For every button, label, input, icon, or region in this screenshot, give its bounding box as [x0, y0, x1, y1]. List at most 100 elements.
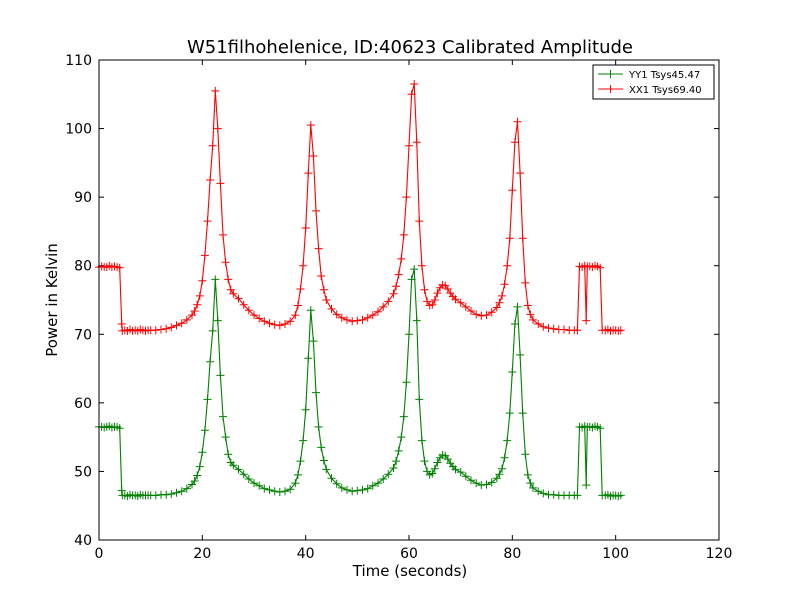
data-point-marker	[461, 472, 470, 481]
data-point-marker	[211, 275, 220, 284]
data-point-marker	[314, 422, 323, 431]
data-point-marker	[275, 488, 284, 496]
data-point-marker	[363, 484, 372, 493]
data-point-marker	[399, 412, 408, 421]
data-point-marker	[420, 457, 429, 466]
data-point-marker	[296, 285, 305, 293]
data-point-marker	[177, 487, 186, 496]
data-point-marker	[188, 311, 196, 320]
data-point-marker	[216, 179, 225, 188]
data-point-marker	[172, 321, 181, 330]
data-point-marker	[503, 436, 512, 445]
data-point-marker	[374, 307, 382, 316]
data-point-marker	[405, 330, 413, 339]
data-point-marker	[492, 474, 501, 483]
ticks: 0 20 40 60 80 100 120 40 50 60 70 80 90 100 110	[65, 53, 732, 562]
data-point-marker	[549, 324, 558, 333]
data-point-marker	[363, 313, 372, 322]
data-point-marker	[353, 486, 362, 495]
data-point-marker	[513, 302, 522, 311]
data-point-marker	[539, 489, 548, 498]
x-tick-label: 40	[297, 546, 315, 562]
data-point-marker	[384, 470, 393, 479]
data-point-marker	[312, 206, 320, 215]
data-point-marker	[417, 261, 426, 270]
data-point-marker	[281, 320, 289, 328]
data-point-marker	[343, 485, 351, 494]
data-point-marker	[500, 453, 509, 462]
data-point-marker	[200, 251, 209, 260]
data-point-marker	[270, 320, 279, 329]
x-tick-label: 0	[95, 546, 104, 562]
x-tick-label: 60	[400, 546, 418, 562]
data-point-marker	[301, 405, 310, 414]
data-point-marker	[332, 310, 341, 319]
data-point-marker	[389, 289, 398, 298]
data-point-marker	[208, 141, 217, 150]
data-point-marker	[319, 456, 328, 465]
data-point-marker	[291, 311, 300, 320]
data-point-marker	[358, 485, 367, 494]
data-point-marker	[151, 326, 160, 335]
data-point-marker	[505, 234, 514, 243]
data-point-marker	[529, 315, 537, 324]
data-point-marker	[286, 485, 295, 494]
data-point-marker	[343, 315, 351, 324]
data-point-marker	[596, 263, 605, 272]
data-point-marker	[327, 304, 336, 313]
data-point-marker	[526, 479, 535, 488]
data-point-marker	[472, 479, 481, 488]
data-point-marker	[508, 368, 517, 376]
data-point-marker	[190, 477, 199, 485]
data-point-marker	[337, 313, 346, 322]
data-point-marker	[172, 488, 181, 497]
data-point-marker	[306, 306, 315, 315]
data-point-marker	[379, 302, 388, 311]
data-point-marker	[293, 301, 302, 310]
data-point-marker	[314, 244, 323, 253]
data-point-marker	[162, 490, 171, 499]
data-point-marker	[392, 282, 401, 291]
data-point-marker	[433, 289, 442, 298]
data-point-marker	[309, 152, 318, 160]
data-point-marker	[397, 433, 406, 442]
legend-swatch-marker	[606, 70, 615, 78]
y-tick-label: 100	[65, 122, 92, 138]
x-tick-label: 120	[706, 546, 733, 562]
data-point-marker	[467, 307, 475, 315]
data-point-marker	[200, 426, 209, 435]
data-point-marker	[508, 186, 517, 195]
data-point-marker	[317, 443, 326, 452]
data-point-marker	[322, 296, 331, 304]
data-point-marker	[412, 138, 421, 147]
data-point-marker	[495, 470, 504, 479]
data-point-marker	[451, 295, 460, 304]
data-point-marker	[417, 436, 426, 445]
data-point-marker	[407, 275, 416, 284]
data-point-marker	[203, 217, 212, 226]
data-point-marker	[229, 461, 238, 470]
data-point-marker	[392, 457, 401, 466]
data-point-marker	[482, 311, 491, 320]
data-point-marker	[430, 464, 439, 473]
data-point-marker	[518, 409, 527, 418]
legend-label: XX1 Tsys69.40	[629, 85, 702, 96]
data-point-marker	[544, 324, 553, 333]
data-point-marker	[270, 487, 279, 496]
data-point-marker	[394, 270, 403, 279]
data-point-marker	[208, 326, 217, 335]
data-point-marker	[456, 468, 465, 477]
data-point-marker	[492, 303, 501, 312]
data-point-marker	[157, 325, 165, 334]
data-point-marker	[255, 481, 264, 490]
data-point-marker	[244, 475, 253, 483]
data-point-marker	[443, 285, 452, 293]
data-point-marker	[487, 478, 496, 487]
data-point-marker	[198, 448, 207, 457]
data-point-marker	[582, 481, 591, 490]
data-point-marker	[224, 450, 233, 459]
legend-label: YY1 Tsys45.47	[628, 70, 700, 81]
data-point-marker	[477, 311, 486, 320]
data-point-marker	[415, 395, 424, 404]
data-point-marker	[384, 297, 393, 306]
